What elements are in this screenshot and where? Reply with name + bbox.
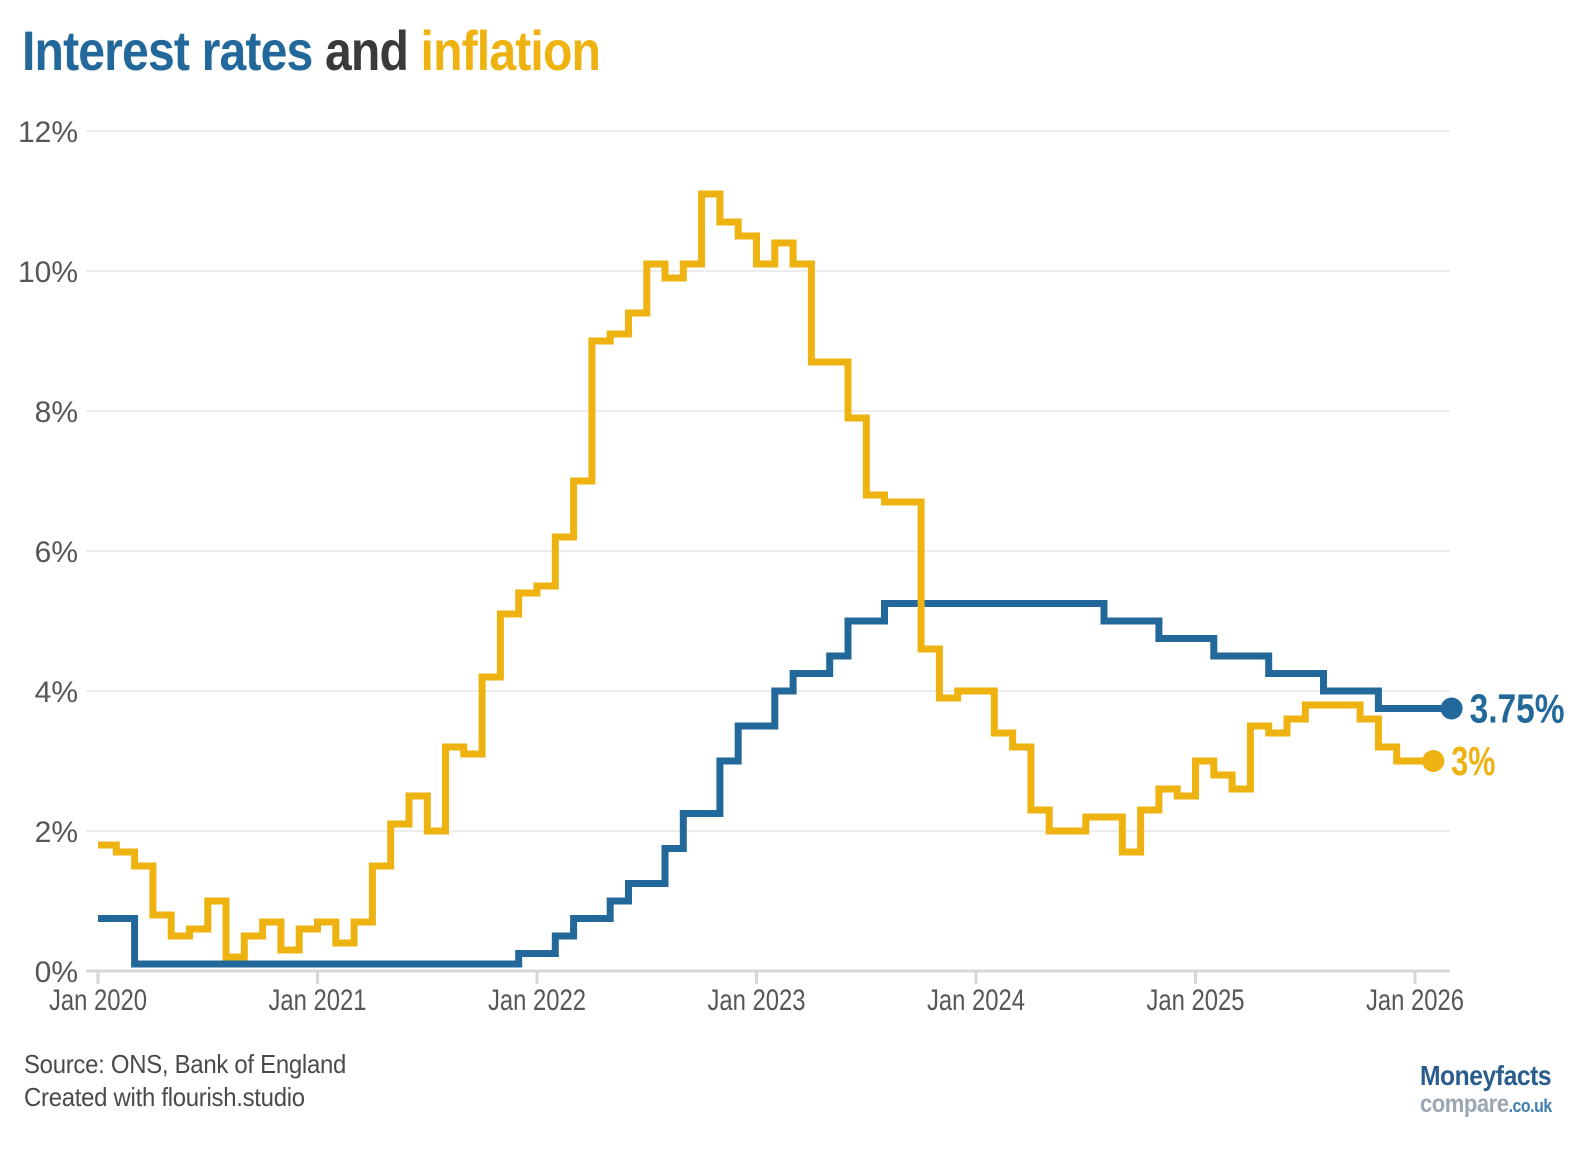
interest-rate-line (98, 600, 1452, 968)
chart-title-and: and (312, 19, 421, 82)
interest-rate-end-dot (1440, 697, 1463, 720)
logo-couk-part: .co.uk (1508, 1096, 1553, 1116)
logo-compare-text: compare.co.uk (1420, 1092, 1552, 1117)
y-tick-label: 12% (18, 116, 78, 149)
y-tick-label: 0% (35, 956, 78, 989)
y-tick-label: 10% (18, 256, 78, 289)
inflation-end-label: 3% (1451, 738, 1495, 784)
inflation-line (98, 190, 1434, 961)
x-tick-label: Jan 2026 (1366, 984, 1464, 1017)
chart-title-interest: Interest rates (22, 19, 313, 82)
x-tick-label: Jan 2025 (1147, 984, 1245, 1017)
moneyfacts-logo: Moneyfacts compare.co.uk (1420, 1062, 1552, 1117)
chart-title-inflation: inflation (420, 19, 601, 82)
x-tick-label: Jan 2020 (49, 984, 147, 1017)
created-with-note: Created with flourish.studio (24, 1082, 305, 1112)
y-tick-label: 4% (35, 676, 78, 709)
x-tick-label: Jan 2022 (488, 984, 586, 1017)
chart-title: Interest rates and inflation (22, 18, 601, 83)
logo-compare-part: compare (1420, 1090, 1509, 1118)
x-tick-label: Jan 2023 (708, 984, 806, 1017)
logo-moneyfacts-text: Moneyfacts (1420, 1060, 1552, 1091)
chart-footer: Source: ONS, Bank of England Created wit… (24, 1048, 346, 1114)
y-tick-label: 6% (35, 536, 78, 569)
source-note: Source: ONS, Bank of England (24, 1049, 347, 1079)
inflation-end-dot (1422, 750, 1445, 772)
y-tick-label: 2% (35, 816, 78, 849)
y-tick-label: 8% (35, 396, 78, 429)
x-tick-label: Jan 2024 (927, 984, 1025, 1017)
x-tick-label: Jan 2021 (269, 984, 367, 1017)
interest-rate-end-label: 3.75% (1470, 686, 1565, 732)
